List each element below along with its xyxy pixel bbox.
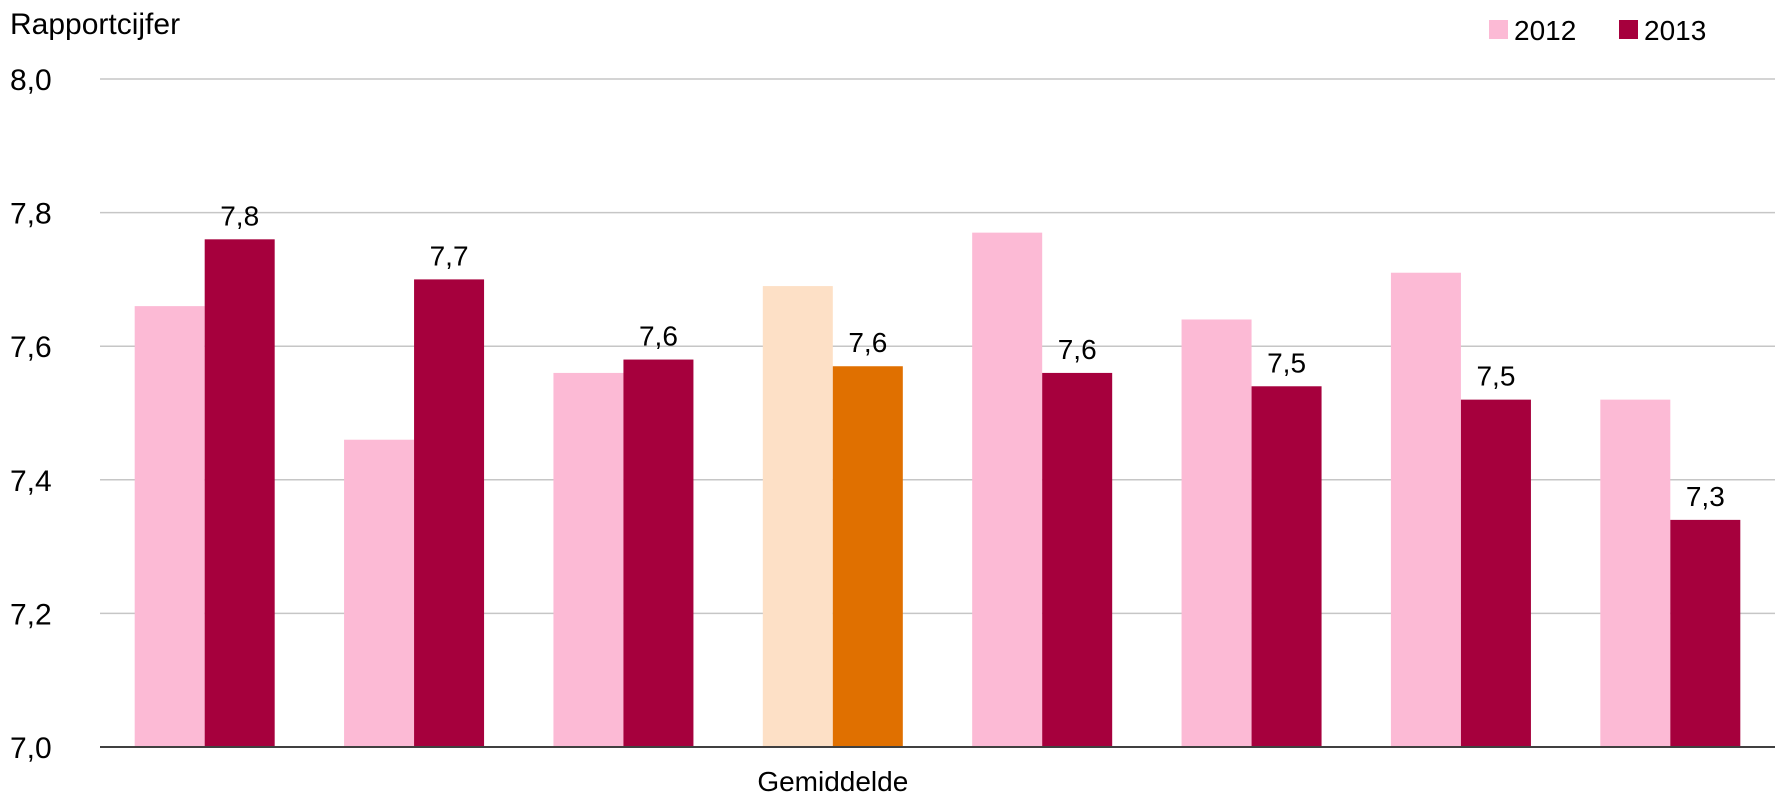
bar-2013 [1670, 519, 1741, 747]
bar-2013 [1460, 399, 1531, 747]
bar-2013 [204, 239, 275, 747]
legend-swatch-2012 [1489, 20, 1508, 39]
bar-2013 [1042, 372, 1113, 747]
bar-2012 [1600, 399, 1671, 747]
legend-swatch-2013 [1619, 20, 1638, 39]
y-tick-label: 7,6 [10, 331, 52, 364]
y-tick-label: 7,8 [10, 198, 52, 231]
bar-2012 [762, 286, 833, 747]
legend: 2012 2013 [1489, 15, 1706, 46]
bar-2012 [134, 306, 205, 747]
data-label: 7,3 [1686, 481, 1725, 512]
bar-2012 [344, 439, 415, 747]
data-label: 7,5 [1267, 347, 1306, 378]
bar-2013 [414, 279, 485, 747]
legend-label-2012: 2012 [1514, 15, 1576, 46]
y-axis-title: Rapportcijfer [10, 8, 180, 41]
bar-2012 [553, 372, 624, 747]
y-tick-label: 7,4 [10, 465, 52, 498]
y-tick-label: 7,0 [10, 732, 52, 765]
data-label: 7,6 [848, 327, 887, 358]
bar-2013 [832, 366, 903, 747]
bar-2013 [623, 359, 694, 747]
y-axis: 7,0 7,2 7,4 7,6 7,8 8,0 [10, 64, 52, 765]
data-label: 7,6 [1058, 334, 1097, 365]
bar-2012 [1390, 272, 1461, 747]
legend-label-2013: 2013 [1644, 15, 1706, 46]
y-tick-label: 8,0 [10, 64, 52, 97]
x-axis: Gemiddelde [100, 746, 1775, 795]
bar-2012 [972, 232, 1043, 747]
data-label: 7,5 [1476, 361, 1515, 392]
x-tick-label: Gemiddelde [757, 766, 908, 795]
data-label: 7,7 [430, 240, 469, 271]
data-label: 7,6 [639, 321, 678, 352]
y-tick-label: 7,2 [10, 598, 52, 631]
bar-2013 [1251, 386, 1322, 747]
data-label: 7,8 [220, 200, 259, 231]
bar-2012 [1181, 319, 1252, 747]
bars [134, 232, 1741, 747]
data-labels: 7,8 7,7 7,6 7,6 7,6 7,5 7,5 7,3 [220, 200, 1725, 512]
